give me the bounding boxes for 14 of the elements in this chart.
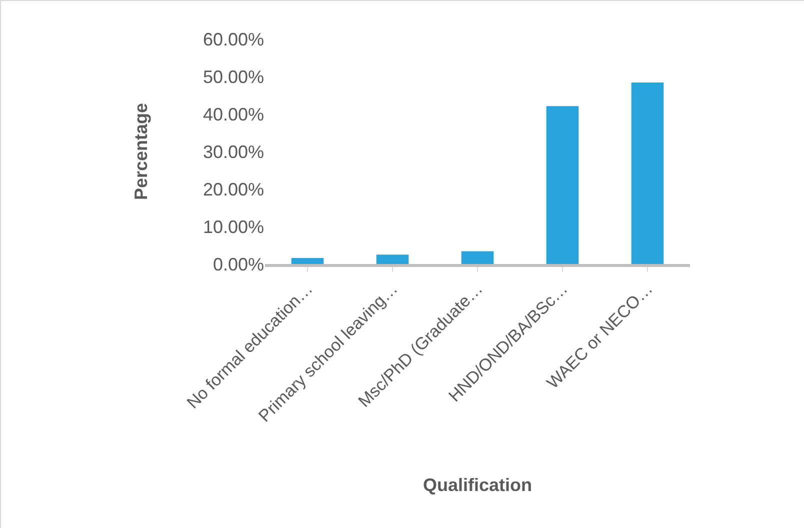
bar bbox=[376, 254, 409, 264]
y-axis-title: Percentage bbox=[131, 102, 152, 200]
bar bbox=[291, 258, 324, 264]
bar bbox=[461, 251, 494, 264]
y-tick-label: 60.00% bbox=[202, 29, 264, 50]
bar bbox=[546, 106, 579, 264]
y-tick-label: 40.00% bbox=[202, 104, 264, 124]
x-axis-title: Qualification bbox=[422, 475, 532, 495]
y-tick-label: 0.00% bbox=[212, 254, 264, 274]
y-tick-label: 20.00% bbox=[202, 179, 264, 200]
bar bbox=[631, 82, 664, 264]
y-tick-label: 50.00% bbox=[202, 66, 264, 87]
y-tick-label: 30.00% bbox=[202, 142, 264, 162]
y-tick-label: 10.00% bbox=[202, 216, 264, 237]
